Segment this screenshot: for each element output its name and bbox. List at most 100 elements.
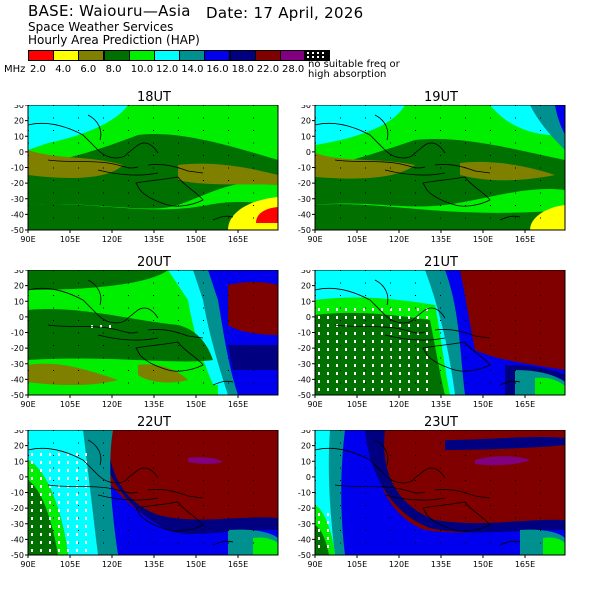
freq-contour-region <box>460 161 555 181</box>
lat-tick-label: -50 <box>11 391 24 400</box>
freq-contour-region <box>460 270 565 370</box>
lat-tick-label: -40 <box>11 535 24 544</box>
freq-contour-region <box>315 139 565 207</box>
freq-contour-region <box>28 385 218 395</box>
legend-swatch <box>78 50 105 61</box>
lat-tick-label: -30 <box>298 195 311 204</box>
legend-label: 4.0 <box>55 64 72 75</box>
lat-tick-label: 10 <box>14 297 24 306</box>
lon-tick-label: 90E <box>20 560 35 569</box>
lon-tick-label: 90E <box>307 235 322 244</box>
lat-tick-label: -40 <box>298 375 311 384</box>
freq-contour-region <box>445 437 565 450</box>
freq-contour-region <box>28 270 168 290</box>
lat-tick-label: 30 <box>301 430 311 435</box>
lon-tick-label: 135E <box>144 235 164 244</box>
lat-tick-label: -30 <box>11 520 24 529</box>
legend-swatch <box>53 50 80 61</box>
lon-tick-label: 105E <box>347 235 367 244</box>
lat-tick-label: 0 <box>19 313 24 322</box>
lat-tick-label: 20 <box>14 282 24 291</box>
legend-label: 2.0 <box>30 64 46 75</box>
lat-tick-label: 10 <box>301 132 311 141</box>
lat-tick-label: -10 <box>298 329 311 338</box>
lon-tick-label: 165E <box>515 560 535 569</box>
panel-title: 19UT <box>424 90 458 105</box>
panel-title: 22UT <box>137 415 171 430</box>
lat-tick-label: 10 <box>14 457 24 466</box>
lon-tick-label: 150E <box>473 235 493 244</box>
legend-label: 8.0 <box>105 64 122 75</box>
lon-tick-label: 135E <box>144 400 164 409</box>
lat-tick-label: -50 <box>11 551 24 560</box>
lat-tick-label: 20 <box>14 442 24 451</box>
lon-tick-label: 120E <box>102 560 122 569</box>
lon-tick-label: 150E <box>186 235 206 244</box>
freq-contour-region <box>138 364 188 383</box>
panel-title: 18UT <box>137 90 171 105</box>
lat-tick-label: -30 <box>298 360 311 369</box>
lon-tick-label: 135E <box>431 235 451 244</box>
no-suitable-label: no suitable freq or high absorption <box>308 60 400 80</box>
lat-tick-label: 10 <box>301 457 311 466</box>
lat-tick-label: -40 <box>11 375 24 384</box>
lat-tick-label: -50 <box>298 551 311 560</box>
freq-contour-region <box>28 308 213 362</box>
freq-contour-region <box>178 163 278 185</box>
legend-label: 10.0 <box>130 64 154 75</box>
freq-contour-region <box>28 134 278 209</box>
service-name: Space Weather Services <box>28 20 174 34</box>
legend-label: 14.0 <box>181 64 204 75</box>
lat-tick-label: -30 <box>298 520 311 529</box>
lon-tick-label: 150E <box>473 560 493 569</box>
freq-contour-region <box>28 150 123 178</box>
freq-contour-region <box>28 202 278 230</box>
legend-swatch <box>204 50 231 61</box>
legend-swatch <box>254 50 281 61</box>
lat-tick-label: 0 <box>306 313 311 322</box>
legend-label: 22.0 <box>256 64 280 75</box>
legend-swatch <box>128 50 155 61</box>
lon-tick-label: 165E <box>228 400 248 409</box>
lat-tick-label: -10 <box>11 489 24 498</box>
lon-tick-label: 120E <box>389 560 409 569</box>
lon-tick-label: 90E <box>307 560 322 569</box>
freq-contour-region <box>315 312 445 395</box>
lat-tick-label: 0 <box>19 148 24 157</box>
lat-tick-label: -10 <box>298 164 311 173</box>
lon-tick-label: 135E <box>144 560 164 569</box>
freq-contour-region <box>28 105 128 150</box>
lon-tick-label: 105E <box>60 400 80 409</box>
lon-tick-label: 165E <box>228 235 248 244</box>
lat-tick-label: -20 <box>11 179 24 188</box>
freq-contour-region <box>530 205 565 230</box>
lon-tick-label: 150E <box>473 400 493 409</box>
lon-tick-label: 135E <box>431 560 451 569</box>
freq-contour-region <box>98 435 278 535</box>
lat-tick-label: -40 <box>11 210 24 219</box>
freq-contour-region <box>341 430 565 555</box>
panel-title: 21UT <box>424 255 458 270</box>
legend-swatch <box>280 50 306 61</box>
lon-tick-label: 90E <box>307 400 322 409</box>
lon-tick-label: 120E <box>102 400 122 409</box>
freq-contour-region <box>256 207 278 223</box>
lat-tick-label: 30 <box>301 270 311 275</box>
freq-contour-region <box>530 105 565 150</box>
coastline <box>28 439 234 546</box>
coastline <box>315 279 521 386</box>
lon-tick-label: 105E <box>60 235 80 244</box>
lat-tick-label: -30 <box>11 360 24 369</box>
lat-tick-label: 30 <box>301 105 311 110</box>
lon-tick-label: 120E <box>389 235 409 244</box>
lat-tick-label: 10 <box>14 132 24 141</box>
lat-tick-label: -30 <box>11 195 24 204</box>
freq-contour-region <box>83 430 118 555</box>
lat-tick-label: -20 <box>298 344 311 353</box>
freq-contour-region <box>543 537 565 555</box>
lat-tick-label: 20 <box>301 117 311 126</box>
lat-tick-label: -20 <box>298 179 311 188</box>
coastline <box>28 114 234 221</box>
lat-tick-label: -50 <box>298 391 311 400</box>
